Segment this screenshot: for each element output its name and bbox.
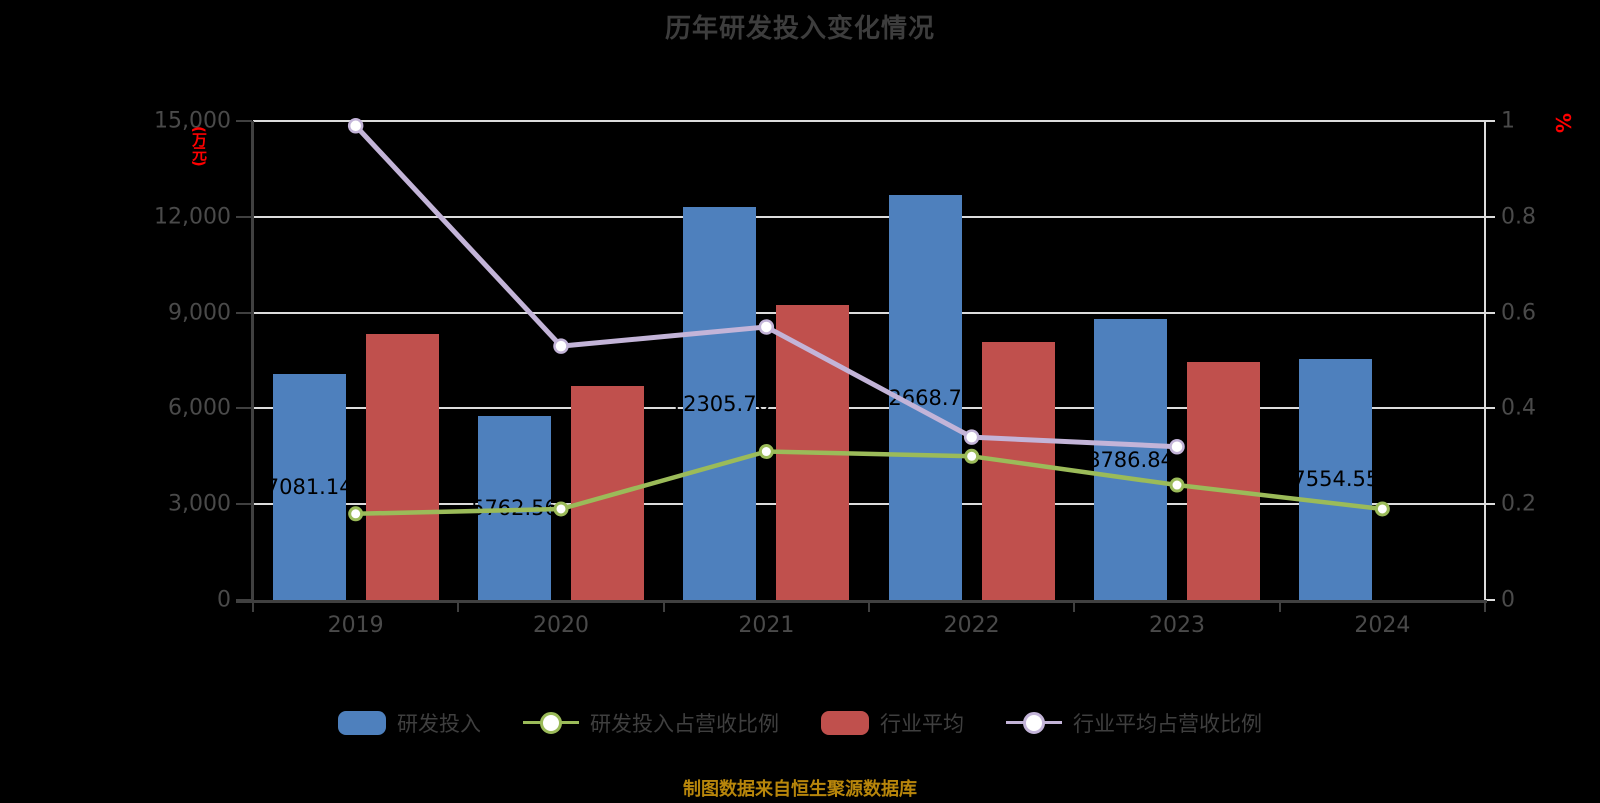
y-tick-label-left: 0 — [217, 587, 231, 613]
legend-item-bar_red[interactable]: 行业平均 — [821, 708, 964, 738]
chart-title: 历年研发投入变化情况 — [664, 14, 935, 44]
plot-area: (万元) % 0 0 3,000 0.2 6,000 0.4 9,000 0.6 12,000 0… — [154, 109, 1575, 639]
left-axis-tick — [236, 407, 252, 410]
bar-value-label-2024: 7554.55 — [1292, 467, 1380, 492]
y-tick-label-right: 0.4 — [1501, 395, 1536, 421]
marker-industry-avg-ratio-2020[interactable] — [553, 338, 569, 354]
bar-value-label-2023: 8786.84 — [1087, 447, 1174, 472]
line-series-layer — [347, 118, 1390, 522]
bar-industry-avg-2020[interactable] — [571, 386, 644, 600]
bar-rd-investment-2019[interactable] — [272, 373, 346, 600]
bar-industry-avg-2023[interactable] — [1187, 362, 1260, 600]
marker-industry-avg-ratio-2021[interactable] — [758, 319, 775, 335]
line-industry-avg-ratio — [353, 124, 1178, 450]
legend-item-line_green[interactable]: 研发投入占营收比例 — [523, 708, 779, 738]
bar-industry-avg-2019[interactable] — [365, 334, 439, 600]
y-tick-label-right: 0.2 — [1501, 491, 1536, 517]
line-rd-ratio — [355, 449, 1383, 517]
line_green-line-marker-icon — [523, 711, 579, 735]
x-tick-label-2021: 2021 — [738, 613, 795, 638]
legend-label: 研发投入占营收比例 — [590, 712, 779, 736]
right-axis-tick — [1485, 503, 1495, 506]
legend-item-line_purple[interactable]: 行业平均占营收比例 — [1006, 708, 1262, 738]
y-tick-label-right: 1 — [1501, 108, 1515, 134]
line_purple-line-marker-icon — [1006, 711, 1062, 735]
left-axis-tick — [236, 503, 252, 506]
x-axis-tick — [252, 603, 254, 612]
left-axis-tick — [236, 311, 252, 314]
x-axis-tick — [457, 603, 460, 612]
left-axis-tick — [236, 215, 252, 218]
x-tick-label-2022: 2022 — [943, 613, 1000, 638]
legend-label: 行业平均 — [880, 712, 964, 736]
right-axis-tick — [1485, 599, 1495, 601]
x-axis-tick — [662, 603, 665, 612]
y-tick-label-left: 15,000 — [154, 108, 231, 134]
y-tick-label-right: 0.6 — [1501, 300, 1536, 326]
y-tick-label-left: 6,000 — [168, 395, 231, 421]
y-tick-label-left: 9,000 — [168, 300, 231, 326]
x-tick-label-2024: 2024 — [1354, 613, 1411, 638]
marker-rd-ratio-2020[interactable] — [553, 501, 569, 517]
left-axis-unit-label: (万元) — [190, 126, 208, 166]
x-axis-tick — [1484, 603, 1486, 612]
legend: 研发投入 研发投入占营收比例 行业平均 行业平均占营收比例 — [0, 708, 1600, 738]
marker-rd-ratio-2021[interactable] — [758, 444, 774, 460]
right-axis-tick — [1485, 215, 1495, 218]
right-axis-line — [1484, 121, 1486, 610]
x-axis-tick — [868, 603, 870, 612]
bar-value-label-2021: 12305.76 — [669, 391, 770, 416]
bar_red-swatch-icon — [821, 711, 869, 735]
gridline — [253, 503, 1485, 506]
legend-label: 研发投入 — [397, 712, 481, 736]
x-tick-label-2020: 2020 — [533, 613, 589, 638]
gridline — [253, 215, 1485, 218]
marker-industry-avg-ratio-2023[interactable] — [1169, 438, 1185, 455]
y-tick-label-right: 0.8 — [1501, 204, 1536, 230]
left-axis-tick — [236, 120, 252, 122]
source-caption: 制图数据来自恒生聚源数据库 — [683, 779, 917, 800]
bar-rd-investment-2021[interactable] — [683, 207, 757, 600]
x-axis-tick — [1073, 603, 1076, 612]
bar-rd-investment-2023[interactable] — [1094, 319, 1167, 600]
bar_blue-swatch-icon — [338, 711, 386, 735]
bar-value-label-2019: 7081.14 — [265, 474, 353, 499]
gridline — [253, 120, 1485, 122]
gridline — [253, 407, 1485, 410]
right-axis-tick — [1485, 120, 1495, 122]
y-tick-label-left: 3,000 — [168, 491, 231, 517]
marker-rd-ratio-2024[interactable] — [1374, 501, 1390, 517]
bar-value-label-2022: 12668.73 — [875, 385, 976, 410]
x-axis-tick — [1278, 603, 1281, 612]
x-tick-label-2019: 2019 — [327, 613, 384, 638]
marker-rd-ratio-2019[interactable] — [348, 506, 364, 522]
bar-rd-investment-2024[interactable] — [1299, 358, 1373, 600]
bar-industry-avg-2022[interactable] — [981, 341, 1055, 600]
left-axis-line — [251, 121, 254, 603]
marker-rd-ratio-2022[interactable] — [964, 448, 980, 464]
legend-label: 行业平均占营收比例 — [1073, 712, 1262, 736]
marker-rd-ratio-2023[interactable] — [1169, 477, 1185, 493]
y-tick-label-right: 0 — [1501, 587, 1515, 613]
y-tick-label-left: 12,000 — [154, 204, 231, 230]
gridline — [253, 311, 1485, 314]
x-axis-line — [236, 600, 1487, 603]
right-axis-unit-label: % — [1551, 112, 1576, 134]
right-axis-tick — [1485, 407, 1495, 410]
right-axis-tick — [1485, 311, 1495, 314]
marker-industry-avg-ratio-2019[interactable] — [347, 118, 364, 134]
legend-item-bar_blue[interactable]: 研发投入 — [338, 708, 481, 738]
marker-industry-avg-ratio-2022[interactable] — [963, 429, 980, 445]
x-tick-label-2023: 2023 — [1149, 613, 1205, 638]
